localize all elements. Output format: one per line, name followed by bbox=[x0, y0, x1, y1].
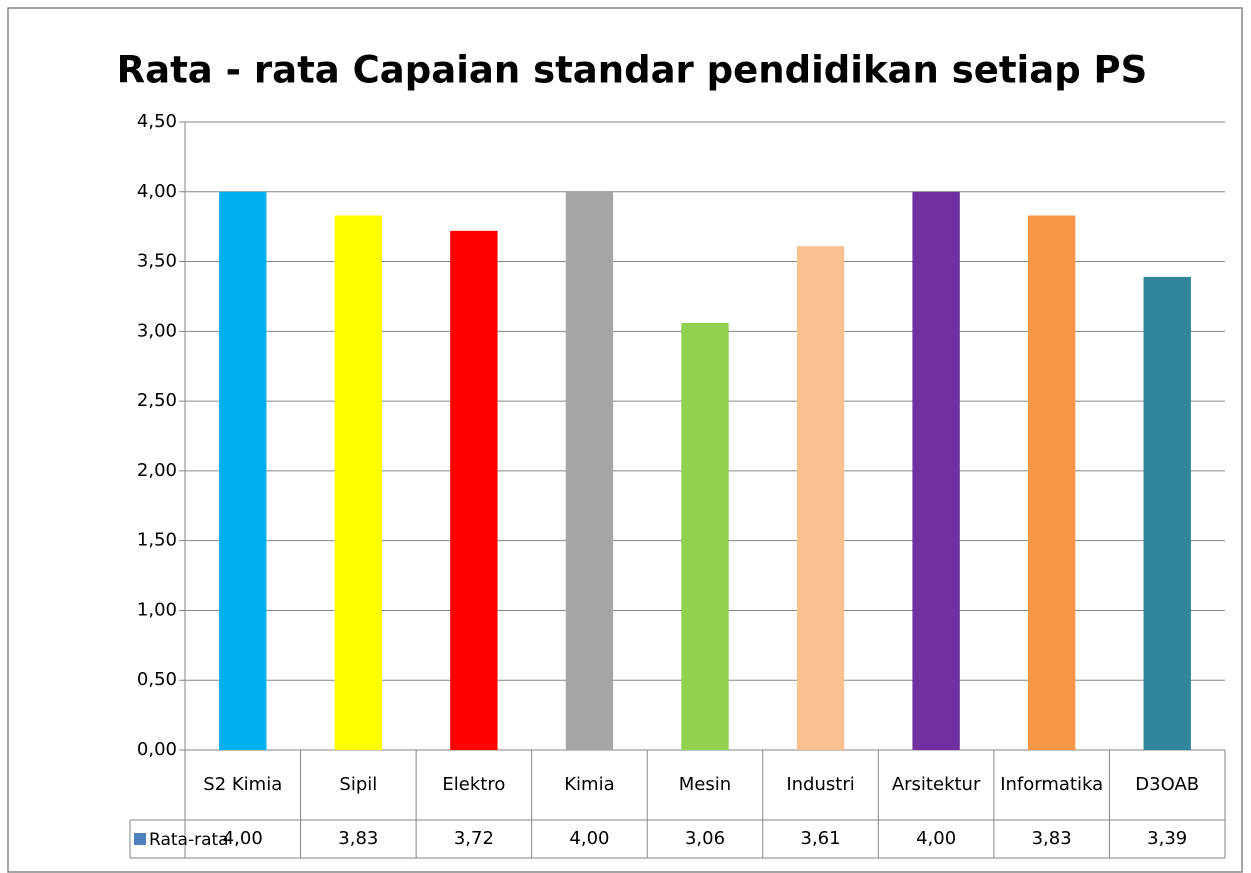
bar bbox=[565, 191, 614, 750]
y-tick-label: 3,00 bbox=[137, 320, 177, 341]
bar bbox=[1027, 215, 1076, 751]
data-table-value: 3,06 bbox=[684, 828, 726, 849]
y-tick-label: 4,00 bbox=[137, 181, 177, 202]
y-tick-label: 0,50 bbox=[137, 669, 177, 690]
data-table-value: 4,00 bbox=[569, 828, 610, 849]
data-table-value-box: 3,83 bbox=[338, 828, 379, 849]
x-tick-label-box: Mesin bbox=[678, 774, 732, 795]
x-tick-label: Sipil bbox=[339, 774, 378, 795]
x-tick-label: Informatika bbox=[1000, 774, 1104, 795]
x-tick-label-box: Industri bbox=[786, 774, 855, 795]
x-tick-label-box: Kimia bbox=[564, 774, 615, 795]
x-tick-label: Industri bbox=[786, 774, 855, 795]
data-table-value-box: 4,00 bbox=[222, 828, 263, 849]
legend-key bbox=[134, 833, 146, 845]
data-table-value-box: 4,00 bbox=[569, 828, 610, 849]
y-tick-label: 1,00 bbox=[137, 599, 177, 620]
x-tick-label-box: Arsitektur bbox=[891, 774, 981, 795]
data-table-value: 3,39 bbox=[1147, 828, 1188, 849]
x-tick-label: Arsitektur bbox=[891, 774, 981, 795]
bar bbox=[912, 191, 960, 750]
data-table-value-box: 4,00 bbox=[916, 828, 957, 849]
x-tick-label-box: D3OAB bbox=[1135, 774, 1200, 795]
bar bbox=[219, 191, 267, 750]
x-tick-label: Mesin bbox=[678, 774, 732, 795]
data-table-value-box: 3,39 bbox=[1147, 828, 1188, 849]
x-tick-label-box: Informatika bbox=[1000, 774, 1104, 795]
y-tick-label: 2,50 bbox=[137, 390, 177, 411]
y-tick-label: 0,00 bbox=[137, 739, 177, 760]
data-table-value: 3,83 bbox=[338, 828, 379, 849]
data-table-value: 3,83 bbox=[1031, 828, 1072, 849]
legend-label: Rata-rata bbox=[149, 830, 229, 850]
x-tick-label: S2 Kimia bbox=[203, 774, 283, 795]
data-table-value-box: 3,61 bbox=[800, 828, 841, 849]
data-table-value-box: 3,83 bbox=[1031, 828, 1072, 849]
x-tick-label: Kimia bbox=[564, 774, 615, 795]
x-tick-label-box: Elektro bbox=[442, 774, 506, 795]
y-tick-label: 3,50 bbox=[137, 251, 177, 272]
bar bbox=[1143, 276, 1191, 750]
y-tick-label: 2,00 bbox=[137, 460, 177, 481]
data-table-value: 3,72 bbox=[453, 828, 494, 849]
chart-title: Rata - rata Capaian standar pendidikan s… bbox=[117, 49, 1148, 92]
bar bbox=[796, 246, 845, 750]
bar bbox=[450, 230, 498, 750]
y-tick-label: 4,50 bbox=[137, 111, 177, 132]
data-table-value-box: 3,72 bbox=[453, 828, 494, 849]
bar bbox=[334, 215, 383, 751]
data-table-value: 3,61 bbox=[800, 828, 841, 849]
x-tick-label-box: S2 Kimia bbox=[203, 774, 283, 795]
x-tick-label: D3OAB bbox=[1135, 774, 1200, 795]
bar bbox=[681, 322, 729, 750]
x-tick-label-box: Sipil bbox=[339, 774, 378, 795]
data-table-value: 4,00 bbox=[916, 828, 957, 849]
data-table-value-box: 3,06 bbox=[684, 828, 726, 849]
x-tick-label: Elektro bbox=[442, 774, 506, 795]
y-tick-label: 1,50 bbox=[137, 530, 177, 551]
data-table-value: 4,00 bbox=[222, 828, 263, 849]
